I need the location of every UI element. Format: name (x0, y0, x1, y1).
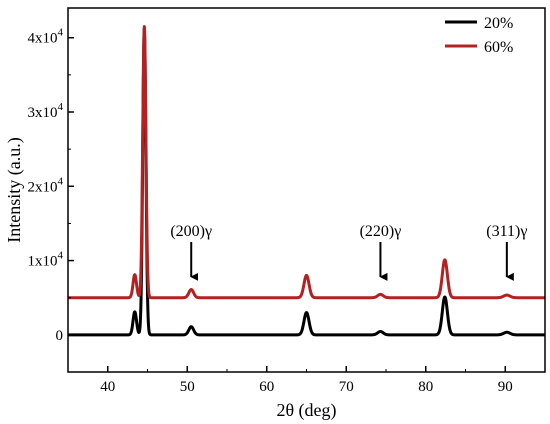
annotation-label: (200)γ (170, 223, 212, 240)
x-tick-label: 60 (259, 379, 274, 395)
series-layer (66, 25, 547, 337)
x-tick-label: 80 (418, 379, 433, 395)
legend: 20%60% (445, 15, 513, 56)
y-tick-label: 0 (56, 328, 64, 344)
series-line-2 (66, 25, 547, 300)
y-tick-label: 2x104 (28, 175, 64, 195)
ticks-layer: 40 50 60 70 80 90 0 1x104 2x104 3x104 4x104 (28, 27, 546, 395)
legend-label: 20% (484, 15, 513, 32)
annotation-label: (220)γ (360, 223, 402, 240)
x-tick-label: 40 (100, 379, 115, 395)
x-tick-label: 70 (339, 379, 354, 395)
x-axis-label: 2θ (deg) (276, 400, 336, 421)
y-tick-label: 1x104 (28, 250, 64, 270)
legend-label: 60% (484, 39, 513, 56)
annotation-layer: (200)γ (220)γ (311)γ (170, 223, 527, 281)
annotation-label: (311)γ (486, 223, 527, 240)
x-tick-label: 50 (180, 379, 195, 395)
y-tick-label: 3x104 (28, 101, 64, 121)
y-axis-label: Intensity (a.u.) (4, 137, 25, 242)
x-tick-label: 90 (498, 379, 513, 395)
y-tick-label: 4x104 (28, 27, 64, 47)
